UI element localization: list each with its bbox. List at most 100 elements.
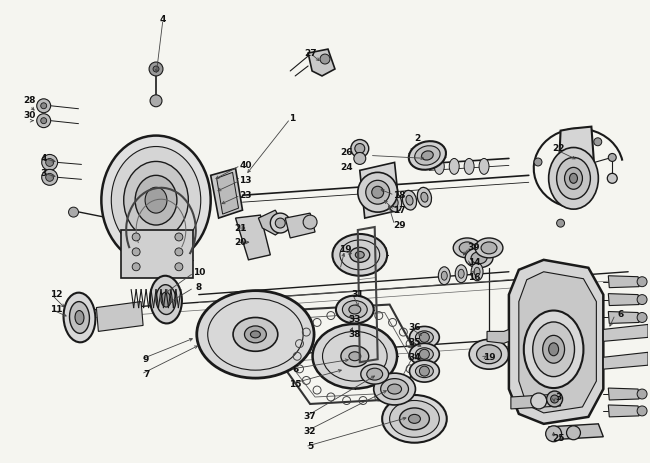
Circle shape [545, 426, 562, 442]
Text: 37: 37 [304, 413, 317, 421]
Ellipse shape [449, 158, 459, 175]
Ellipse shape [402, 190, 417, 210]
Ellipse shape [415, 331, 434, 344]
Ellipse shape [421, 192, 428, 202]
Text: 29: 29 [393, 220, 406, 230]
Text: 15: 15 [289, 380, 302, 388]
Ellipse shape [367, 368, 383, 380]
Circle shape [42, 155, 58, 170]
Circle shape [68, 207, 79, 217]
Circle shape [637, 406, 647, 416]
Text: 8: 8 [196, 283, 202, 292]
Text: 17: 17 [393, 206, 406, 215]
Ellipse shape [415, 348, 434, 361]
Circle shape [149, 62, 163, 76]
Text: 31: 31 [352, 290, 364, 299]
Text: 14: 14 [468, 258, 480, 267]
Ellipse shape [233, 318, 278, 351]
Text: 34: 34 [408, 353, 421, 362]
Text: 5: 5 [307, 442, 313, 451]
Ellipse shape [479, 158, 489, 175]
Text: 25: 25 [552, 434, 565, 443]
Ellipse shape [458, 269, 464, 278]
Ellipse shape [374, 373, 415, 405]
Ellipse shape [410, 326, 439, 348]
Ellipse shape [438, 267, 450, 285]
Ellipse shape [336, 295, 374, 324]
Ellipse shape [415, 146, 440, 165]
Ellipse shape [474, 267, 480, 276]
Ellipse shape [453, 238, 481, 258]
Text: 40: 40 [239, 161, 252, 170]
Ellipse shape [549, 148, 599, 209]
Circle shape [46, 158, 54, 166]
Circle shape [372, 186, 383, 198]
Ellipse shape [361, 364, 389, 384]
Text: 27: 27 [304, 49, 317, 57]
Ellipse shape [356, 251, 364, 258]
Polygon shape [608, 276, 639, 288]
Ellipse shape [387, 384, 402, 394]
Polygon shape [509, 260, 603, 424]
Ellipse shape [471, 263, 483, 281]
Text: 23: 23 [239, 191, 252, 200]
Ellipse shape [465, 248, 493, 268]
Polygon shape [549, 424, 603, 440]
Polygon shape [360, 163, 400, 218]
Polygon shape [608, 388, 639, 400]
Ellipse shape [101, 136, 211, 265]
Ellipse shape [415, 365, 434, 378]
Circle shape [175, 233, 183, 241]
Polygon shape [216, 172, 239, 214]
Circle shape [355, 144, 365, 153]
Ellipse shape [350, 247, 370, 263]
Polygon shape [211, 169, 242, 218]
Ellipse shape [543, 335, 565, 363]
Circle shape [637, 313, 647, 322]
Ellipse shape [406, 195, 413, 205]
Ellipse shape [197, 291, 314, 378]
Text: 11: 11 [50, 305, 63, 314]
Circle shape [153, 66, 159, 72]
Circle shape [37, 99, 51, 113]
Circle shape [132, 233, 140, 241]
Ellipse shape [161, 292, 171, 307]
Text: 4: 4 [40, 154, 47, 163]
Circle shape [41, 118, 47, 124]
Polygon shape [519, 272, 596, 413]
Circle shape [547, 391, 562, 407]
Circle shape [419, 332, 430, 342]
Ellipse shape [524, 311, 584, 388]
Ellipse shape [565, 168, 582, 189]
Text: 1: 1 [289, 114, 295, 123]
Ellipse shape [464, 158, 474, 175]
Circle shape [320, 54, 330, 64]
Ellipse shape [150, 276, 182, 324]
Polygon shape [558, 127, 594, 202]
Text: 30: 30 [23, 111, 36, 120]
Circle shape [637, 277, 647, 287]
Ellipse shape [459, 242, 475, 254]
Circle shape [419, 349, 430, 359]
Ellipse shape [471, 252, 487, 264]
Circle shape [354, 152, 366, 164]
Ellipse shape [476, 345, 501, 364]
Circle shape [150, 95, 162, 107]
Polygon shape [511, 394, 560, 409]
Circle shape [366, 180, 389, 204]
Ellipse shape [533, 322, 575, 376]
Text: 39: 39 [468, 244, 480, 252]
Polygon shape [308, 49, 335, 76]
Text: 9: 9 [143, 355, 150, 364]
Ellipse shape [145, 187, 167, 213]
Text: 26: 26 [341, 148, 353, 157]
Text: 12: 12 [50, 290, 63, 299]
Text: 21: 21 [234, 224, 247, 232]
Text: 33: 33 [348, 315, 361, 324]
Circle shape [358, 172, 398, 212]
Circle shape [608, 153, 616, 162]
Circle shape [637, 294, 647, 305]
Ellipse shape [408, 414, 421, 423]
Ellipse shape [481, 242, 497, 254]
Circle shape [607, 173, 618, 183]
